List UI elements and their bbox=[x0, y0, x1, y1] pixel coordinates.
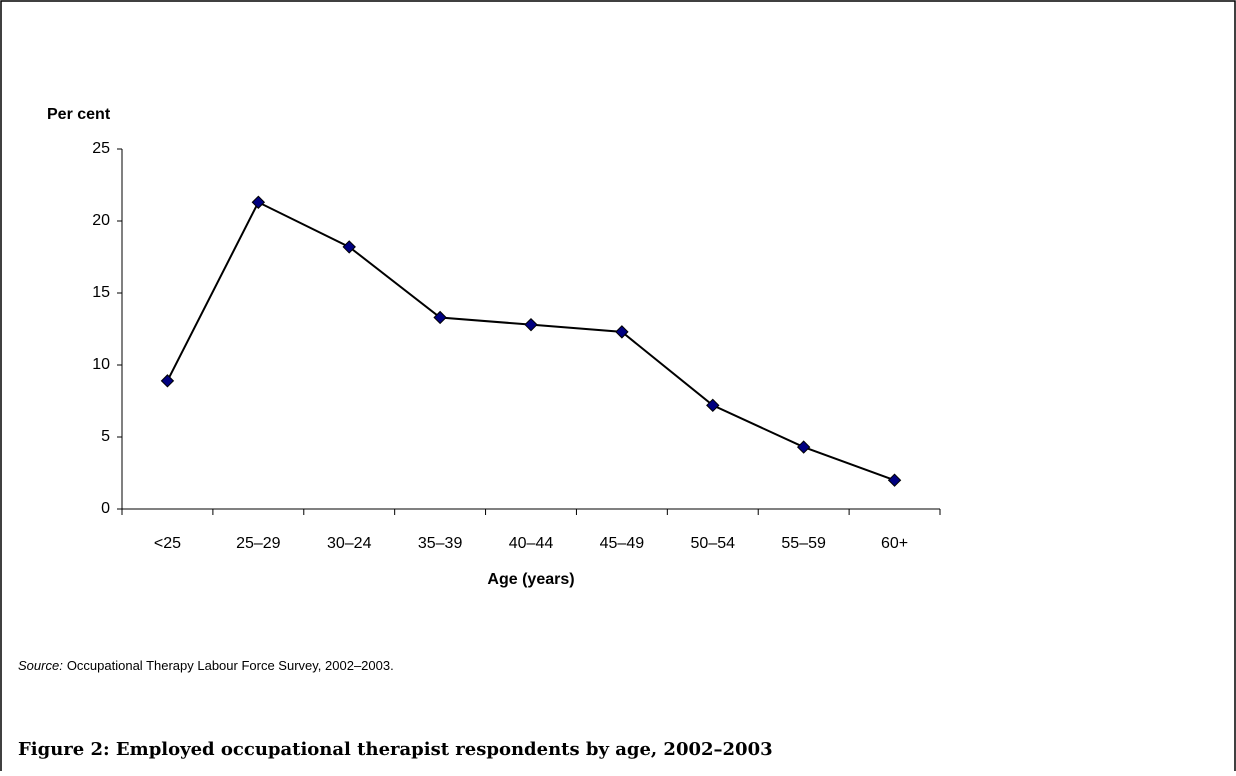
y-tick-label: 25 bbox=[92, 140, 110, 157]
marker bbox=[796, 440, 811, 454]
line bbox=[166, 200, 895, 482]
y-tick-label: 20 bbox=[92, 212, 110, 229]
marker bbox=[887, 473, 902, 487]
y-tick-label: 0 bbox=[101, 500, 110, 517]
x-axis-label: Age (years) bbox=[487, 571, 574, 588]
x-tick-label: 55–59 bbox=[781, 535, 826, 552]
x-tick-label: <25 bbox=[154, 535, 181, 552]
x-tick-label: 35–39 bbox=[418, 535, 463, 552]
y-tick-label: 5 bbox=[101, 428, 110, 445]
x-tick-label: 40–44 bbox=[509, 535, 554, 552]
source: Source: Occupational Therapy Labour Force… bbox=[18, 658, 394, 673]
x-tick-label: 45–49 bbox=[600, 535, 645, 552]
x-tick-label: 25–29 bbox=[236, 535, 281, 552]
caption: Figure 2: Employed occupational therapis… bbox=[18, 739, 773, 760]
marker bbox=[524, 317, 538, 332]
y-tick-label: 15 bbox=[92, 284, 110, 301]
x-tick-label: 60+ bbox=[881, 535, 908, 552]
x-tick-label: 30–24 bbox=[327, 535, 372, 552]
marker bbox=[342, 240, 356, 254]
y-axis-label: Per cent bbox=[47, 106, 111, 123]
marker bbox=[433, 310, 447, 325]
x-tick-label: 50–54 bbox=[691, 535, 736, 552]
source-text: Occupational Therapy Labour Force Survey… bbox=[67, 658, 394, 673]
marker bbox=[615, 325, 629, 339]
marker bbox=[706, 398, 720, 413]
marker bbox=[160, 374, 175, 388]
y-tick-label: 10 bbox=[92, 356, 110, 373]
marker bbox=[251, 195, 266, 209]
source-label: Source: bbox=[18, 658, 63, 673]
